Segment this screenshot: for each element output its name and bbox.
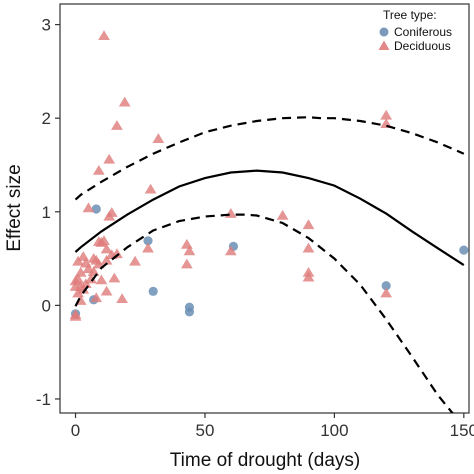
legend-marker-coniferous [379,27,389,37]
deciduous-point [129,255,141,266]
x-axis: 0 50 100 150 [71,413,474,440]
deciduous-point [77,283,90,294]
deciduous-point [103,153,116,164]
coniferous-point [143,236,153,246]
deciduous-point [380,109,393,120]
legend-title: Tree type: [383,8,437,22]
x-tick-label: 100 [320,421,348,440]
coniferous-point [184,307,195,317]
x-tick-label: 0 [71,421,80,440]
deciduous-point [92,164,105,175]
deciduous-point [302,271,315,282]
x-tick-label: 150 [450,421,474,440]
deciduous-point [87,266,100,276]
coniferous-point [381,281,391,291]
deciduous-point [111,120,123,130]
y-tick-label: 3 [42,16,51,35]
x-tick-label: 50 [196,421,215,440]
deciduous-point [69,310,82,321]
y-tick-label: 0 [42,296,51,315]
deciduous-point [224,245,237,256]
legend: Tree type: Coniferous Deciduous [378,8,452,53]
legend-marker-deciduous [378,40,390,50]
deciduous-point [144,183,157,194]
data-points [69,30,469,321]
deciduous-point [100,254,113,265]
deciduous-point [98,235,110,245]
deciduous-point [92,258,105,269]
deciduous-point [302,242,315,253]
deciduous-point [116,293,129,304]
y-tick-label: -1 [36,390,51,409]
plot-panel [59,3,470,414]
lower-confidence-band [74,213,454,413]
deciduous-point [105,207,118,217]
y-tick-label: 1 [42,203,51,222]
deciduous-point [142,242,154,253]
coniferous-point [91,204,101,214]
coniferous-point [148,286,158,296]
deciduous-point [95,274,108,285]
fit-line [74,169,465,267]
fit-curves [74,116,465,413]
y-axis: -1 0 1 2 3 [36,16,60,409]
y-tick-label: 2 [42,109,51,128]
deciduous-point [183,245,196,256]
deciduous-point [111,248,123,259]
legend-label-deciduous: Deciduous [394,39,451,53]
deciduous-point [108,272,121,283]
upper-confidence-band [74,116,465,201]
deciduous-point [72,273,85,284]
x-axis-title: Time of drought (days) [170,450,360,471]
deciduous-point [118,96,131,107]
deciduous-point [380,287,393,298]
y-axis-title: Effect size [4,164,25,251]
coniferous-point [459,245,469,255]
deciduous-point [276,209,289,220]
legend-label-coniferous: Coniferous [394,25,452,39]
deciduous-point [180,258,193,269]
deciduous-point [90,292,103,303]
deciduous-point [100,243,113,254]
deciduous-point [100,285,113,296]
deciduous-point [98,30,110,41]
deciduous-point [302,219,315,230]
deciduous-point [82,202,95,213]
deciduous-point [74,267,87,277]
deciduous-point [85,273,97,284]
deciduous-point [152,133,165,143]
